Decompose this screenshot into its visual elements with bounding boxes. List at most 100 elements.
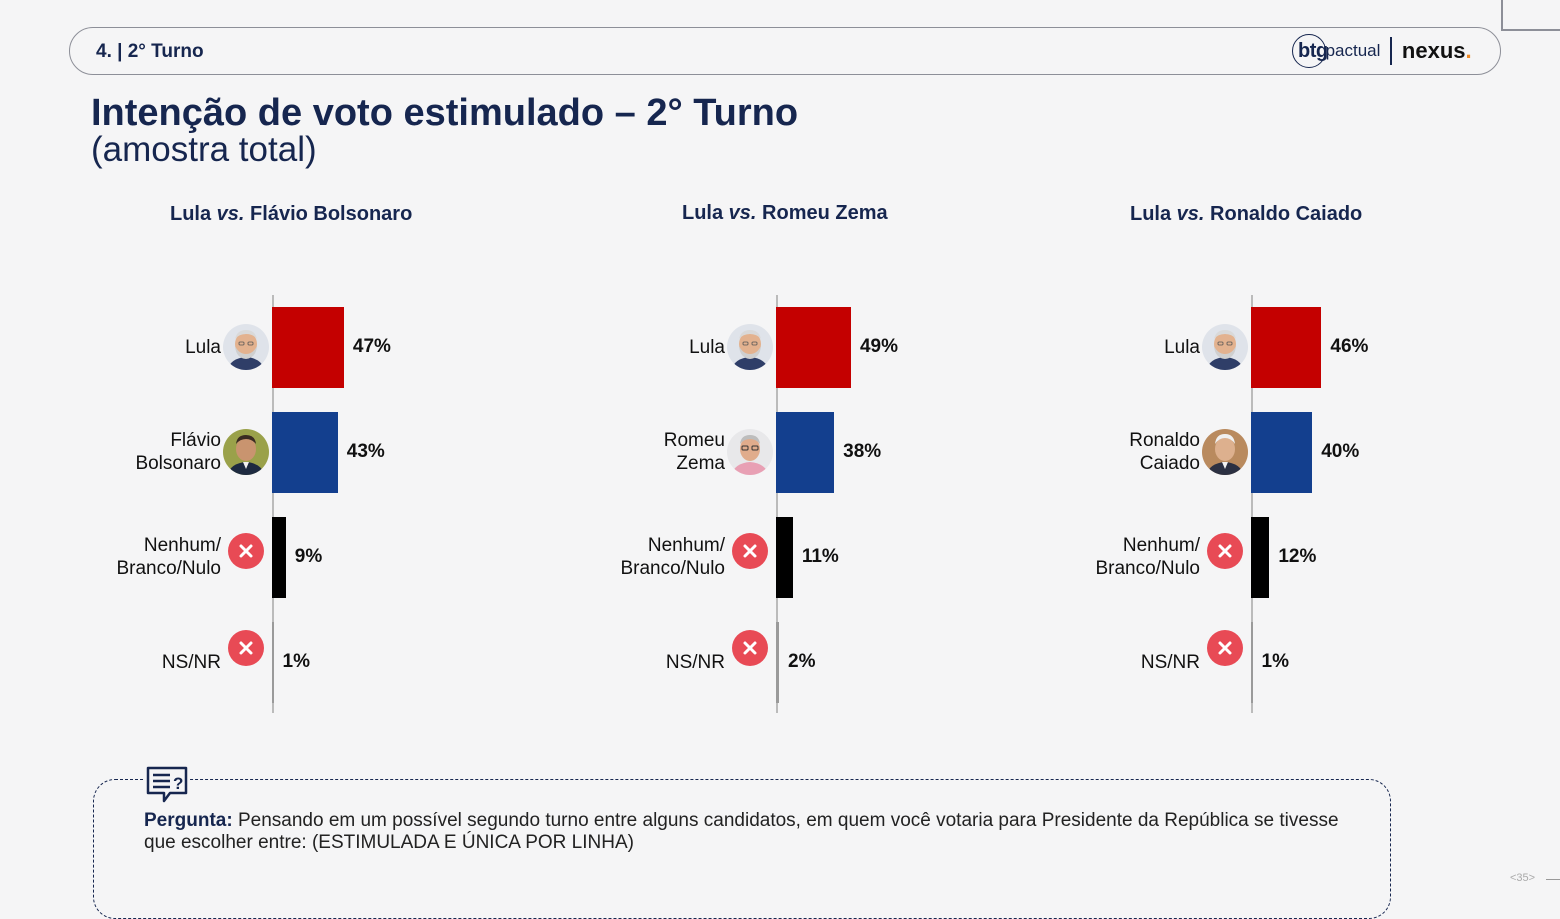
question-label: Pergunta: bbox=[144, 810, 233, 831]
chart-title-b: Ronaldo Caiado bbox=[1210, 203, 1363, 225]
category-label-line: Branco/Nulo bbox=[1095, 558, 1200, 579]
logo-nexus-dot: . bbox=[1465, 38, 1472, 63]
category-label: Nenhum/Branco/Nulo bbox=[620, 534, 725, 580]
page-number: <35> bbox=[1510, 872, 1536, 884]
chart-title-a: Lula bbox=[682, 202, 724, 224]
bar-value-label: 1% bbox=[282, 651, 310, 672]
chart-title-b: Romeu Zema bbox=[762, 202, 888, 224]
lula-photo bbox=[223, 324, 269, 370]
category-label-line: Branco/Nulo bbox=[116, 558, 221, 579]
chart-title-vs: vs. bbox=[211, 203, 251, 225]
category-label-line: NS/NR bbox=[161, 651, 221, 673]
category-label: Nenhum/Branco/Nulo bbox=[1095, 534, 1200, 580]
svg-text:?: ? bbox=[173, 774, 183, 793]
chart-bar bbox=[272, 621, 274, 703]
chart-bar bbox=[1251, 621, 1253, 703]
bar-value-label: 12% bbox=[1278, 546, 1317, 567]
btg-logo-circle bbox=[1292, 34, 1326, 68]
corner-line bbox=[1501, 0, 1503, 30]
bar-value-label: 11% bbox=[801, 546, 839, 567]
category-label-line: Bolsonaro bbox=[135, 453, 221, 474]
chart-bar bbox=[776, 306, 851, 388]
category-label: Flávio Bolsonaro bbox=[135, 429, 221, 475]
category-label-line: Lula bbox=[689, 336, 725, 358]
logo-pactual-text: pactual bbox=[1325, 41, 1381, 60]
romeu-zema-photo bbox=[727, 429, 773, 475]
chart-bar bbox=[272, 516, 286, 598]
page-number-line bbox=[1546, 879, 1560, 880]
category-label: Lula bbox=[185, 336, 221, 359]
category-label-line: Nenhum/ bbox=[143, 535, 221, 556]
bar-value-label: 40% bbox=[1321, 441, 1360, 462]
category-label-line: Ronaldo bbox=[1129, 430, 1200, 451]
category-label: NS/NR bbox=[1141, 651, 1200, 674]
chart-title: Lula vs. Flávio Bolsonaro bbox=[170, 203, 412, 226]
logo-nexus-text: nexus bbox=[1401, 38, 1466, 63]
category-label: Romeu Zema bbox=[664, 429, 725, 475]
chart-bar bbox=[1251, 411, 1313, 493]
lula-photo bbox=[727, 324, 773, 370]
chart-bar bbox=[1251, 306, 1322, 388]
category-label: Lula bbox=[1164, 336, 1200, 359]
page-title: Intenção de voto estimulado – 2° Turno bbox=[91, 92, 799, 134]
chart-bar bbox=[272, 306, 344, 388]
question-text: Pergunta: Pensando em um possível segund… bbox=[144, 810, 1374, 854]
category-label-line: Lula bbox=[185, 336, 221, 358]
chart-bar bbox=[776, 411, 835, 493]
header-bar bbox=[69, 27, 1501, 75]
lula-photo bbox=[1202, 324, 1248, 370]
x-icon bbox=[1207, 630, 1243, 666]
section-label: 4. | 2° Turno bbox=[96, 41, 204, 62]
flavio-bolsonaro-photo bbox=[223, 429, 269, 475]
btg-nexus-logo: btg pactual nexus . bbox=[1292, 33, 1472, 69]
chart-bar bbox=[776, 621, 780, 703]
bar-value-label: 9% bbox=[294, 546, 323, 567]
bar-value-label: 43% bbox=[346, 441, 385, 462]
category-label-line: NS/NR bbox=[665, 651, 725, 673]
category-label-line: NS/NR bbox=[1140, 651, 1200, 673]
x-icon bbox=[228, 630, 264, 666]
ronaldo-caiado-photo bbox=[1202, 429, 1248, 475]
chart-axis bbox=[776, 295, 778, 713]
chart-title-vs: vs. bbox=[723, 202, 763, 224]
category-label-line: Romeu bbox=[663, 430, 725, 451]
category-label-line: Nenhum/ bbox=[1122, 535, 1200, 556]
category-label: Nenhum/Branco/Nulo bbox=[116, 534, 221, 580]
bar-value-label: 47% bbox=[352, 336, 391, 357]
question-body: Pensando em um possível segundo turno en… bbox=[144, 810, 1339, 853]
category-label: Lula bbox=[689, 336, 725, 359]
chart-axis bbox=[272, 295, 274, 713]
chart-title: Lula vs. Ronaldo Caiado bbox=[1130, 203, 1362, 226]
category-label-line: Zema bbox=[676, 453, 725, 474]
question-speech-icon: ? bbox=[144, 765, 190, 805]
logo-separator bbox=[1390, 37, 1392, 65]
category-label: Ronaldo Caiado bbox=[1129, 429, 1200, 475]
bar-value-label: 38% bbox=[843, 441, 882, 462]
category-label-line: Lula bbox=[1164, 336, 1200, 358]
page-subtitle: (amostra total) bbox=[91, 130, 317, 169]
chart-title: Lula vs. Romeu Zema bbox=[682, 202, 888, 225]
logo-btg-text: btg bbox=[1298, 39, 1328, 62]
x-icon bbox=[732, 533, 768, 569]
bar-value-label: 46% bbox=[1330, 336, 1369, 357]
x-icon bbox=[732, 630, 768, 666]
category-label: NS/NR bbox=[162, 651, 221, 674]
chart-title-a: Lula bbox=[170, 203, 212, 225]
category-label-line: Caiado bbox=[1139, 453, 1200, 474]
chart-bar bbox=[1251, 516, 1270, 598]
chart-bar bbox=[272, 411, 338, 493]
chart-title-b: Flávio Bolsonaro bbox=[250, 203, 413, 225]
category-label: NS/NR bbox=[666, 651, 725, 674]
x-icon bbox=[228, 533, 264, 569]
category-label-line: Flávio bbox=[170, 430, 221, 451]
x-icon bbox=[1207, 533, 1243, 569]
category-label-line: Branco/Nulo bbox=[620, 558, 725, 579]
category-label-line: Nenhum/ bbox=[647, 535, 725, 556]
chart-bar bbox=[776, 516, 793, 598]
bar-value-label: 1% bbox=[1261, 651, 1289, 672]
chart-axis bbox=[1251, 295, 1253, 713]
bar-value-label: 2% bbox=[788, 651, 816, 672]
chart-title-vs: vs. bbox=[1171, 203, 1211, 225]
chart-title-a: Lula bbox=[1130, 203, 1172, 225]
corner-line bbox=[1501, 29, 1560, 31]
